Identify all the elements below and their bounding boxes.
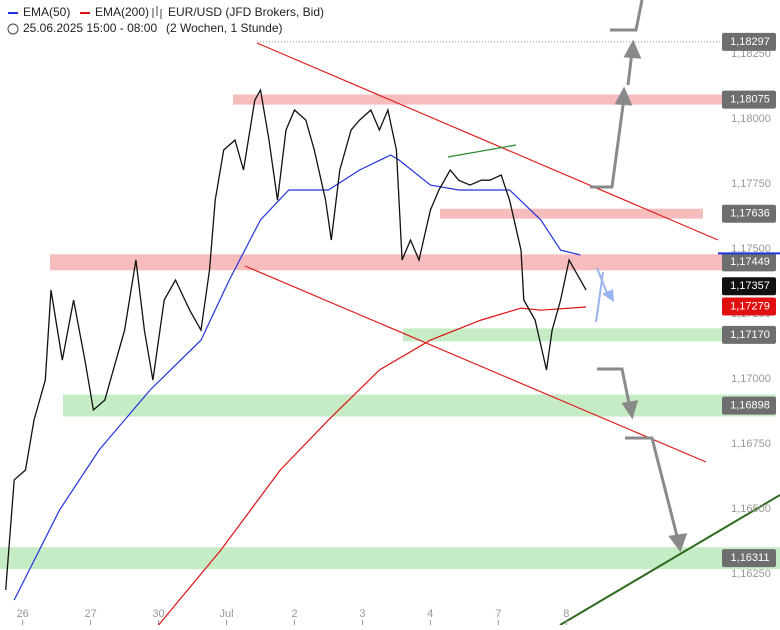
symbol-icon — [152, 6, 162, 19]
level-label: 1,18075 — [730, 93, 770, 105]
clock-icon — [7, 23, 19, 35]
legend-label: EMA(200) — [95, 5, 149, 19]
level-label-box — [722, 32, 776, 51]
level-label-box — [722, 549, 776, 568]
arrow — [625, 436, 680, 541]
y-tick-label: 1,16250 — [731, 568, 771, 580]
x-tick-label: 30 — [152, 608, 164, 620]
level-band — [403, 328, 722, 342]
level-band — [233, 94, 722, 105]
arrowhead — [621, 400, 639, 420]
x-tick-label: 8 — [563, 608, 569, 620]
y-tick-label: 1,17000 — [731, 373, 771, 385]
level-label-box — [722, 253, 776, 272]
y-tick-label: 1,16750 — [731, 438, 771, 450]
level-band — [50, 254, 722, 271]
arrow — [597, 367, 632, 409]
arrow — [590, 97, 626, 189]
x-tick-label: 2 — [291, 608, 297, 620]
x-tick-label: 3 — [359, 608, 365, 620]
y-tick-label: 1,18250 — [731, 48, 771, 60]
title: EUR/USD (JFD Brokers, Bid) — [168, 5, 324, 19]
level-label-box — [722, 204, 776, 223]
arrowhead — [668, 533, 688, 553]
subtitle: 25.06.2025 15:00 - 08:00 — [23, 21, 157, 35]
x-tick-label: 26 — [17, 608, 29, 620]
level-label-box — [722, 90, 776, 109]
trend-line — [559, 494, 780, 626]
arrow — [610, 0, 644, 32]
level-label: 1,16311 — [731, 552, 770, 564]
x-tick-label: 7 — [495, 608, 501, 620]
trend-lines — [244, 42, 780, 626]
level-label: 1,17279 — [730, 300, 770, 312]
x-tick-label: 27 — [84, 608, 96, 620]
y-tick-label: 1,18000 — [731, 113, 771, 125]
level-label-box — [722, 297, 776, 316]
y-tick-label: 1,17500 — [731, 243, 771, 255]
level-label-box — [722, 325, 776, 344]
level-band — [440, 208, 703, 219]
arrowhead — [602, 289, 614, 302]
trend-line — [244, 265, 707, 463]
arrowhead — [614, 86, 633, 106]
trend-line — [256, 42, 719, 241]
arrow — [595, 271, 604, 323]
x-tick-label: Jul — [219, 608, 233, 620]
bands — [0, 41, 780, 570]
level-label: 1,17170 — [730, 329, 770, 341]
level-band — [63, 394, 776, 417]
level-band — [0, 547, 780, 570]
y-tick-label: 1,17750 — [731, 178, 771, 190]
arrowhead — [623, 39, 642, 59]
level-label-box — [722, 396, 776, 415]
ema-line — [13, 154, 581, 601]
header: EMA(50) EMA(200) EUR/USD (JFD Brokers, B… — [7, 5, 324, 35]
level-label-box — [722, 277, 776, 296]
level-label: 1,18297 — [730, 36, 770, 48]
y-tick-label: 1,16500 — [731, 503, 771, 515]
level-label: 1,17357 — [730, 280, 770, 292]
trend-line — [447, 144, 517, 158]
level-label: 1,16898 — [730, 399, 770, 411]
ema-line — [158, 306, 587, 626]
level-label: 1,17449 — [730, 256, 770, 268]
legend-label: EMA(50) — [23, 5, 70, 19]
x-tick-label: 4 — [427, 608, 433, 620]
price-line — [5, 88, 587, 590]
period: (2 Wochen, 1 Stunde) — [166, 21, 283, 35]
arrows — [590, 0, 688, 553]
level-label: 1,17636 — [730, 208, 770, 220]
